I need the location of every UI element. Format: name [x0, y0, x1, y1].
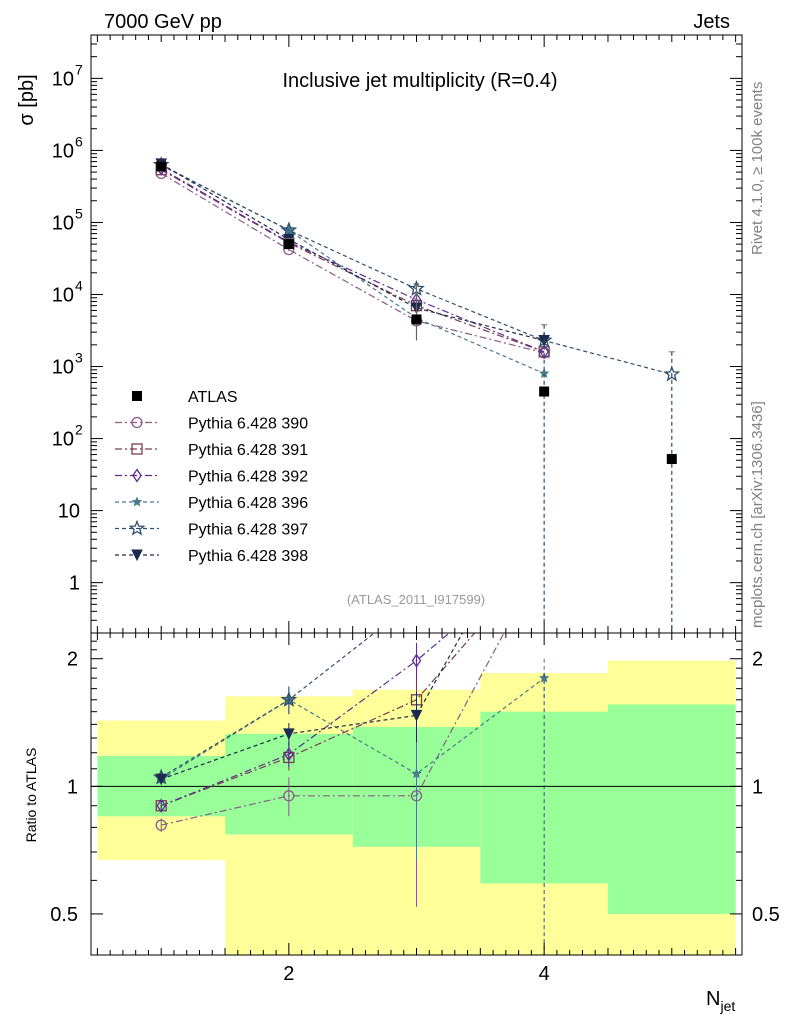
y-tick-label-1e7: 10 [52, 68, 74, 90]
y-tick-label-1e6: 10 [52, 140, 74, 162]
y-tick-label-exp-3: 3 [75, 350, 83, 366]
ratio-point-6-1 [155, 773, 168, 786]
ratio-series [152, 281, 678, 955]
x-tick-label-4: 4 [539, 963, 550, 985]
ratio-line-5 [160, 633, 376, 778]
ratio-point-1-2 [283, 790, 295, 802]
ratio-point-1-1 [155, 819, 167, 831]
series-5-point-5 [663, 365, 681, 382]
ratio-tick-label-left-1: 1 [67, 776, 78, 798]
x-axis-label-sub: jet [719, 998, 735, 1014]
legend-label-2: Pythia 6.428 391 [188, 442, 308, 459]
ratio-point-3-1 [156, 798, 166, 813]
legend-label-4: Pythia 6.428 396 [188, 495, 308, 512]
series-line-2 [160, 169, 545, 353]
ratio-y-axis-label: Ratio to ATLAS [23, 748, 39, 843]
analysis-id: (ATLAS_2011_I917599) [347, 592, 485, 607]
series-line-3 [160, 168, 545, 353]
ratio-line-4 [160, 677, 545, 780]
ratio-line-6 [160, 633, 464, 780]
y-tick-label-exp-2: 2 [75, 422, 83, 438]
ratio-tick-label-right-2: 2 [752, 649, 763, 671]
y-tick-label-1e4: 10 [52, 284, 74, 306]
y-tick-label-1: 1 [69, 573, 80, 595]
legend-marker-3 [132, 468, 142, 483]
series-line-6 [160, 163, 545, 342]
ratio-point-5-5 [665, 281, 678, 294]
x-axis-label: Njet [706, 988, 735, 1014]
energy-label: 7000 GeV pp [104, 11, 222, 33]
series-3-point-4 [539, 344, 549, 359]
ratio-tick-label-left-0.5: 0.5 [50, 904, 78, 926]
source-label: mcplots.cern.ch [arXiv:1306.3436] [749, 401, 766, 628]
atlas-point-3 [411, 314, 422, 325]
x-axis-label-main: N [706, 988, 720, 1010]
atlas-point-2 [283, 239, 294, 250]
ratio-point-6-3 [410, 709, 423, 722]
main-data-points [156, 161, 677, 633]
rivet-label: Rivet 4.1.0, ≥ 100k events [749, 82, 766, 255]
series-line-1 [160, 172, 545, 354]
legend-marker-5 [128, 519, 146, 536]
y-tick-label-1e3: 10 [52, 357, 74, 379]
band-inner-4 [480, 711, 608, 884]
ratio-point-5-2 [280, 690, 298, 707]
band-inner-5 [607, 704, 736, 914]
ratio-line-2 [160, 633, 476, 807]
legend-label-3: Pythia 6.428 392 [188, 469, 308, 486]
y-tick-label-1e5: 10 [52, 212, 74, 234]
series-line-4 [160, 164, 545, 375]
ratio-point-4-3 [411, 768, 422, 779]
main-series [152, 156, 681, 382]
y-tick-label-10: 10 [58, 501, 80, 523]
y-tick-label-exp-4: 4 [75, 277, 83, 293]
legend-marker-2 [131, 443, 143, 455]
legend-marker-4 [131, 496, 143, 507]
ratio-tick-label-right-0.5: 0.5 [752, 904, 780, 926]
legend-marker-atlas [132, 391, 142, 401]
ratio-point-6-2 [283, 728, 295, 740]
atlas-point-5 [666, 454, 677, 465]
series-line-5 [160, 164, 672, 375]
ratio-line-3 [160, 633, 451, 807]
y-tick-label-exp-6: 6 [75, 133, 83, 149]
x-tick-label-2: 2 [283, 963, 294, 985]
legend-label-5: Pythia 6.428 397 [188, 522, 308, 539]
ratio-tick-label-left-2: 2 [67, 649, 78, 671]
ratio-tick-label-right-1: 1 [752, 776, 763, 798]
y-axis-label: σ [pb] [16, 74, 38, 125]
series-5-point-2 [280, 221, 298, 238]
y-tick-label-exp-7: 7 [75, 61, 83, 77]
legend-label-6: Pythia 6.428 398 [188, 548, 308, 565]
atlas-point-4 [539, 386, 550, 397]
y-tick-label-exp-5: 5 [75, 205, 83, 221]
ratio-point-3-2 [284, 747, 294, 762]
legend-marker-6 [131, 549, 143, 562]
category-label: Jets [693, 11, 730, 33]
ratio-ticks: 2 4 0.5 0.5 1 1 2 2 [50, 632, 780, 985]
ratio-point-3-3 [411, 653, 422, 668]
legend: ATLAS Pythia 6.428 390 Pythia 6.428 391 Pyt… [115, 389, 308, 565]
ratio-panel: 2 4 0.5 0.5 1 1 2 2 Ratio to ATLAS [23, 281, 780, 985]
y-tick-label-1e2: 10 [52, 429, 74, 451]
legend-marker-1 [131, 416, 143, 429]
ratio-line-1 [161, 633, 505, 826]
legend-label-1: Pythia 6.428 390 [188, 416, 308, 433]
chart-title: Inclusive jet multiplicity (R=0.4) [282, 70, 557, 92]
legend-label-atlas: ATLAS [188, 389, 238, 406]
atlas-point-1 [156, 161, 167, 172]
